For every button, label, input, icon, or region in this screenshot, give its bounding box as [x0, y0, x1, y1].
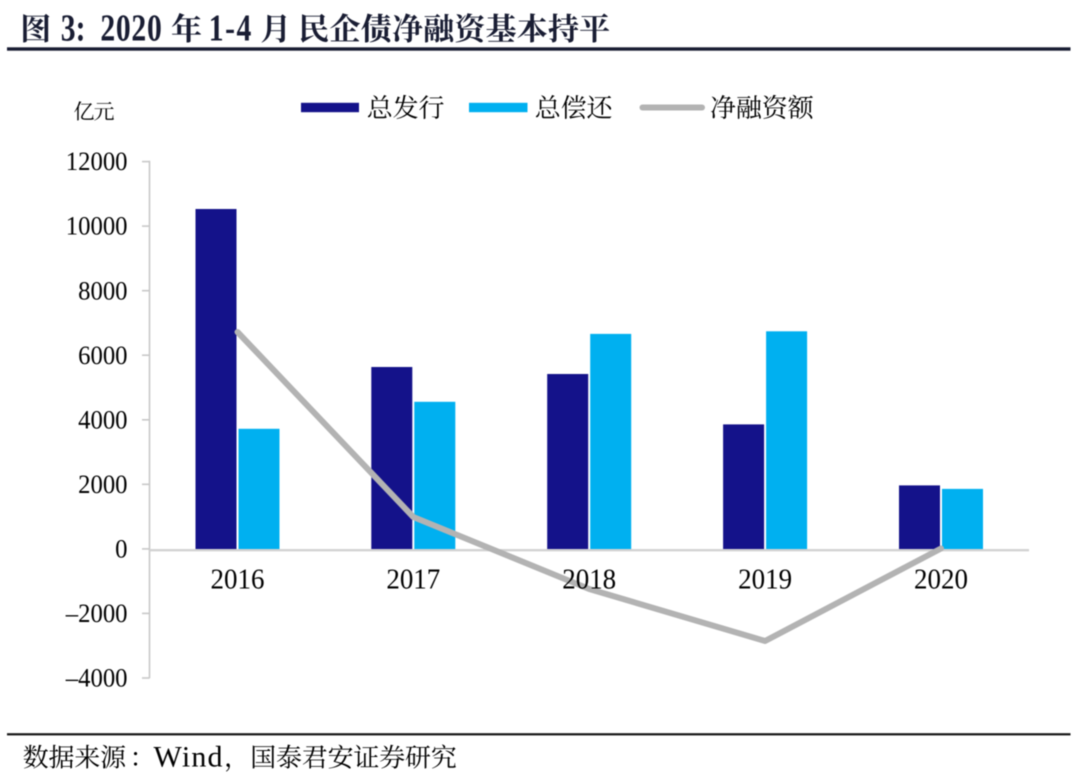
- svg-text:2019: 2019: [738, 564, 792, 596]
- svg-text:Wind: Wind: [154, 741, 224, 774]
- svg-text:3:: 3:: [61, 8, 86, 49]
- svg-text:12000: 12000: [66, 148, 128, 177]
- svg-text:1-4: 1-4: [209, 8, 253, 49]
- svg-text:2018: 2018: [562, 564, 616, 596]
- svg-text:8000: 8000: [78, 277, 127, 306]
- svg-text:4000: 4000: [78, 406, 127, 435]
- svg-text:2017: 2017: [386, 564, 440, 596]
- svg-text:2016: 2016: [211, 564, 265, 596]
- svg-text:2020: 2020: [100, 8, 162, 49]
- svg-text:–2000: –2000: [65, 599, 128, 628]
- svg-text:10000: 10000: [66, 212, 128, 241]
- svg-text:–4000: –4000: [65, 664, 128, 693]
- svg-text:6000: 6000: [78, 341, 127, 370]
- svg-text:0: 0: [115, 535, 127, 564]
- svg-text:2020: 2020: [914, 564, 968, 596]
- svg-text:2000: 2000: [78, 470, 127, 499]
